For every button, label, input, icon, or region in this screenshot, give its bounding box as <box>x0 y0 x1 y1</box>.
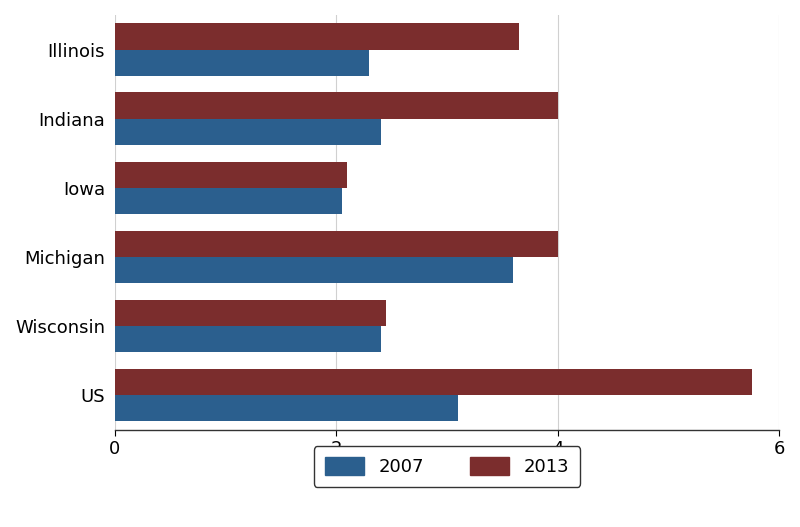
Bar <box>114 369 752 395</box>
Bar <box>114 188 342 214</box>
Bar <box>114 257 514 283</box>
Bar <box>114 92 558 119</box>
Legend: 2007, 2013: 2007, 2013 <box>314 446 580 487</box>
Bar <box>114 50 370 76</box>
Bar <box>114 300 386 326</box>
Bar <box>114 326 381 353</box>
Bar <box>114 162 347 188</box>
Bar <box>114 231 558 257</box>
Bar <box>114 23 519 50</box>
Bar <box>114 395 458 422</box>
Bar <box>114 119 381 145</box>
